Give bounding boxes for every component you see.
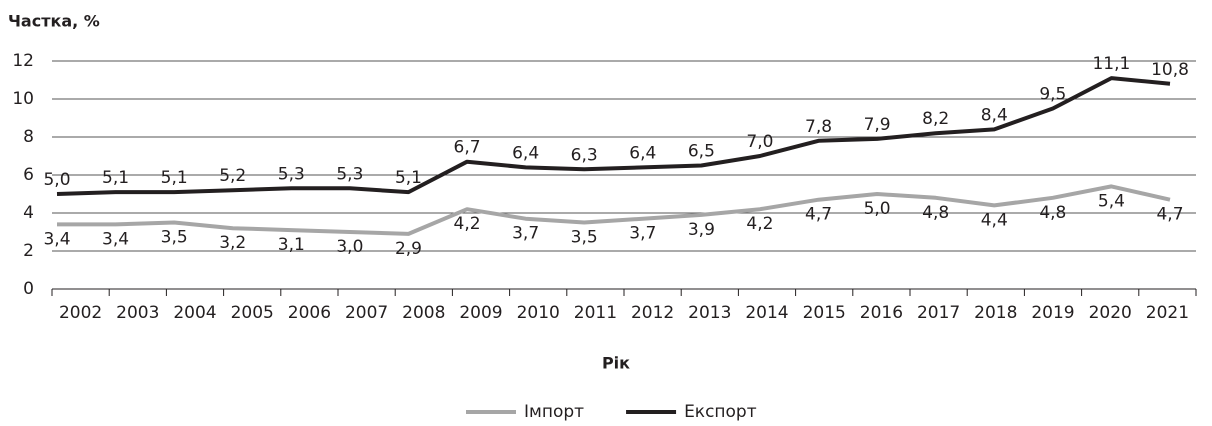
data-label: 7,8	[805, 117, 832, 137]
x-tick-label: 2007	[345, 303, 388, 323]
data-label: 5,2	[219, 166, 246, 186]
x-tick-label: 2017	[917, 303, 960, 323]
data-label: 4,7	[805, 205, 832, 225]
data-label: 3,5	[571, 228, 598, 248]
data-label: 7,9	[864, 115, 891, 135]
data-label: 8,4	[981, 105, 1008, 125]
data-label: 3,9	[688, 220, 715, 240]
x-tick-label: 2003	[116, 303, 159, 323]
data-label: 3,4	[43, 229, 70, 249]
data-label: 4,8	[922, 203, 949, 223]
y-tick-label: 10	[12, 89, 34, 109]
y-tick-label: 4	[23, 203, 34, 223]
y-tick-label: 12	[12, 51, 34, 71]
x-tick-label: 2006	[288, 303, 331, 323]
data-label: 2,9	[395, 239, 422, 259]
y-tick-label: 8	[23, 127, 34, 147]
data-label: 11,1	[1092, 54, 1130, 74]
data-label: 3,2	[219, 233, 246, 253]
x-axis-label: Рік	[602, 354, 630, 373]
x-tick-label: 2012	[631, 303, 674, 323]
x-tick-label: 2016	[860, 303, 903, 323]
data-label: 3,4	[102, 229, 129, 249]
data-label: 5,1	[161, 168, 188, 188]
x-tick-label: 2015	[803, 303, 846, 323]
data-label: 6,4	[512, 143, 539, 163]
line	[57, 184, 1171, 236]
data-label: 7,0	[746, 132, 773, 152]
data-label: 3,7	[512, 224, 539, 244]
data-label: 5,0	[43, 170, 70, 190]
y-axis-label: Частка, %	[8, 12, 100, 31]
data-label: 5,1	[102, 168, 129, 188]
data-label: 3,7	[629, 224, 656, 244]
x-tick-label: 2013	[688, 303, 731, 323]
data-label: 4,8	[1039, 203, 1066, 223]
data-label: 9,5	[1039, 85, 1066, 105]
x-tick-label: 2004	[173, 303, 216, 323]
x-tick-label: 2014	[745, 303, 788, 323]
data-label: 6,3	[571, 145, 598, 165]
x-tick-label: 2010	[517, 303, 560, 323]
y-tick-label: 0	[23, 279, 34, 299]
data-label: 3,5	[161, 228, 188, 248]
data-label: 6,7	[454, 138, 481, 158]
x-tick-label: 2020	[1089, 303, 1132, 323]
data-label: 4,7	[1156, 205, 1183, 225]
data-label: 5,3	[336, 164, 363, 184]
legend-label: Імпорт	[524, 402, 584, 422]
data-label: 5,4	[1098, 191, 1125, 211]
x-tick-label: 2019	[1031, 303, 1074, 323]
y-tick-label: 2	[23, 241, 34, 261]
data-label: 3,1	[278, 235, 305, 255]
data-label: 10,8	[1151, 60, 1189, 80]
data-label: 4,2	[746, 214, 773, 234]
data-label: 6,4	[629, 143, 656, 163]
legend-label: Експорт	[684, 402, 757, 422]
data-label: 4,2	[454, 214, 481, 234]
x-tick-label: 2009	[459, 303, 502, 323]
y-tick-label: 6	[23, 165, 34, 185]
data-label: 5,1	[395, 168, 422, 188]
x-tick-label: 2011	[574, 303, 617, 323]
data-label: 5,0	[864, 199, 891, 219]
x-tick-label: 2005	[231, 303, 274, 323]
x-tick-label: 2018	[974, 303, 1017, 323]
data-label: 6,5	[688, 142, 715, 162]
data-label: 4,4	[981, 210, 1008, 230]
x-tick-label: 2008	[402, 303, 445, 323]
data-label: 8,2	[922, 109, 949, 129]
data-label: 3,0	[336, 237, 363, 257]
data-label: 5,3	[278, 164, 305, 184]
x-tick-label: 2021	[1146, 303, 1189, 323]
line	[56, 76, 1171, 196]
x-tick-label: 2002	[59, 303, 102, 323]
